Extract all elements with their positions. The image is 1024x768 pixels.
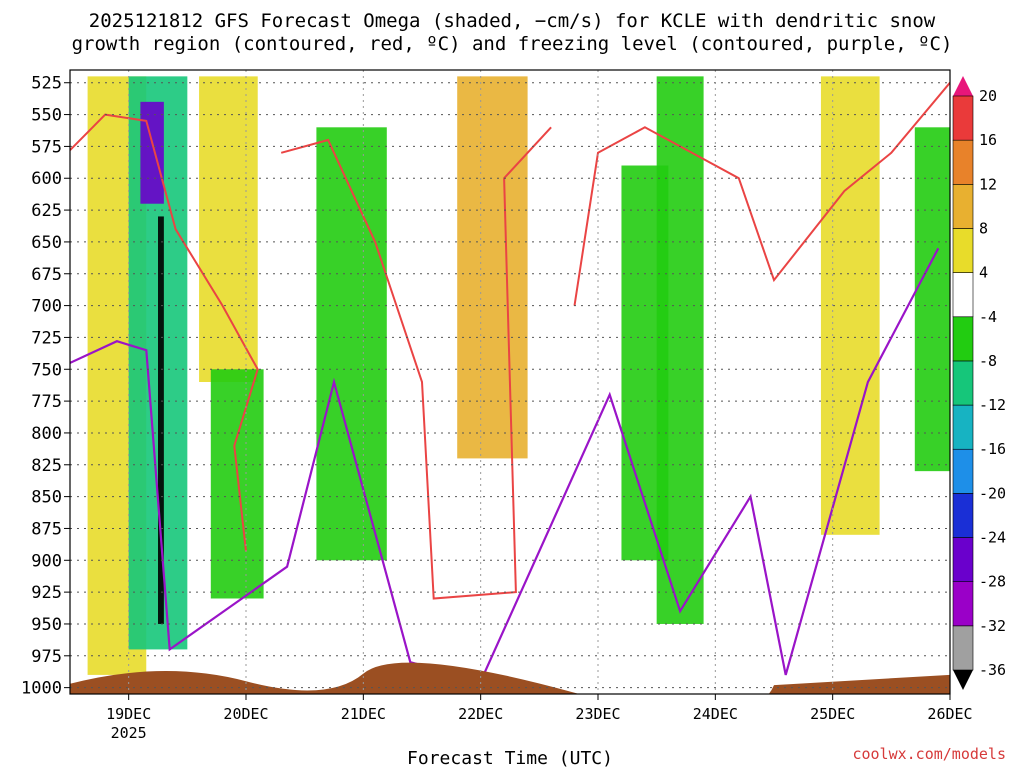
colorbar-swatch-1 [952,625,974,671]
y-tick-label-825: 825 [31,456,62,476]
y-tick-label-700: 700 [31,297,62,317]
x-tick-label-24DEC: 24DEC [693,705,738,723]
colorbar-swatch-2 [952,581,974,627]
colorbar-min-arrow [953,670,973,690]
omega-region-4 [199,76,258,383]
y-tick-label-575: 575 [31,137,62,157]
omega-shading [87,76,950,675]
colorbar-label-5: -16 [979,440,1006,458]
colorbar-label-1: -32 [979,617,1006,635]
y-tick-label-525: 525 [31,74,62,94]
credit: coolwx.com/models [852,745,1006,763]
dgz-contour-1 [280,126,552,600]
colorbar-label-6: -12 [979,396,1006,414]
omega-region-9 [656,76,704,624]
colorbar-swatch-13 [952,95,974,141]
y-tick-label-600: 600 [31,169,62,189]
omega-region-5 [210,369,264,599]
colorbar-swatch-11 [952,184,974,229]
colorbar-label-2: -28 [979,573,1006,591]
y-tick-label-625: 625 [31,201,62,221]
y-tick-label-775: 775 [31,392,62,412]
plot-frame [69,69,951,695]
colorbar-label-3: -24 [979,529,1006,547]
colorbar-swatch-5 [952,448,974,494]
x-tick-label-25DEC: 25DEC [810,705,855,723]
colorbar-label-0: -36 [979,661,1006,679]
x-axis-label: Forecast Time (UTC) [407,748,613,768]
omega-region-2 [140,101,164,204]
colorbar-swatch-8 [952,316,974,362]
colorbar-label-11: 12 [979,175,997,193]
omega-region-6 [316,127,387,561]
y-tick-label-925: 925 [31,583,62,603]
x-tick-label-26DEC: 26DEC [927,705,972,723]
colorbar-label-7: -8 [979,352,997,370]
y-tick-label-900: 900 [31,551,62,571]
colorbar-label-10: 8 [979,219,988,237]
x-tick-label-21DEC: 21DEC [341,705,386,723]
chart-title-line-2: growth region (contoured, red, ºC) and f… [71,33,953,55]
x-tick-label-19DEC: 19DEC [106,705,151,723]
terrain-fill [70,662,950,694]
colorbar-swatch-4 [952,493,974,538]
y-tick-label-750: 750 [31,360,62,380]
y-tick-label-675: 675 [31,265,62,285]
y-tick-label-975: 975 [31,647,62,667]
colorbar-swatch-3 [952,537,974,582]
omega-region-3 [158,216,164,624]
x-year-label: 2025 [111,724,147,742]
y-tick-label-800: 800 [31,424,62,444]
colorbar-swatch-10 [952,228,974,273]
colorbar-swatch-12 [952,139,974,185]
colorbar-label-8: -4 [979,308,997,326]
colorbar-label-4: -20 [979,484,1006,502]
omega-region-11 [914,127,950,472]
y-tick-label-725: 725 [31,328,62,348]
colorbar: -36 -32 -28 -24 -20 -16 -12 -8 -4 4 8 12 16 20 [952,76,1006,690]
dgz-contour-2 [573,82,950,306]
x-tick-label-23DEC: 23DEC [575,705,620,723]
colorbar-label-9: 4 [979,264,988,282]
colorbar-swatch-6 [952,404,974,450]
colorbar-label-12: 16 [979,131,997,149]
colorbar-swatch-7 [952,360,974,406]
omega-region-7 [457,76,528,459]
axes: 525 550 575 600 625 650 675 700 725 750 775 800 825 8… [21,69,973,768]
y-tick-label-875: 875 [31,519,62,539]
x-tick-label-20DEC: 20DEC [223,705,268,723]
y-tick-label-650: 650 [31,233,62,253]
chart-title-line-1: 2025121812 GFS Forecast Omega (shaded, −… [88,10,936,32]
y-tick-label-850: 850 [31,488,62,508]
y-tick-label-550: 550 [31,106,62,126]
colorbar-label-13: 20 [979,87,997,105]
colorbar-swatch-9 [952,272,974,318]
y-tick-label-950: 950 [31,615,62,635]
y-tick-label-1000: 1000 [21,679,62,699]
omega-region-10 [820,76,880,535]
x-tick-label-22DEC: 22DEC [458,705,503,723]
terrain [70,662,950,694]
colorbar-max-arrow [953,76,973,96]
